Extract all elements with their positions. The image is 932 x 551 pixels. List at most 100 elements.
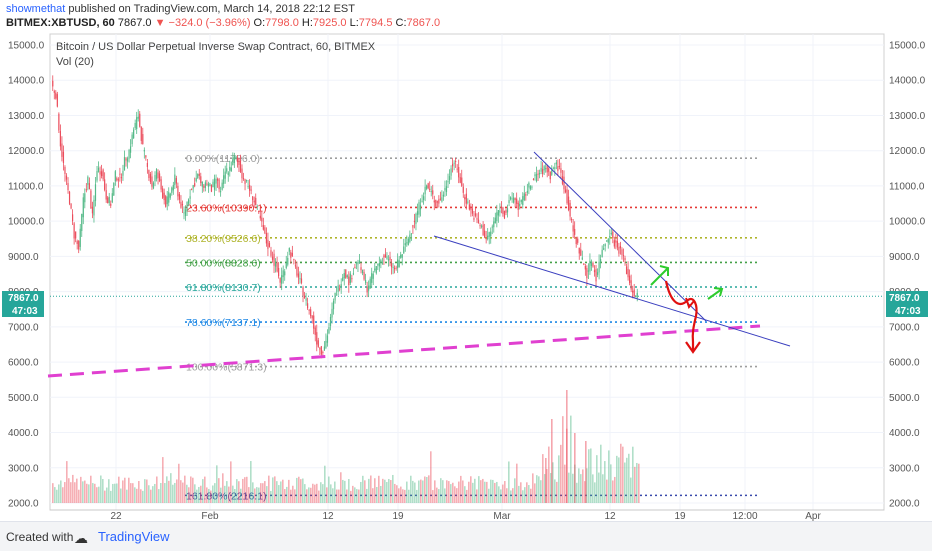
candle-body xyxy=(398,260,400,268)
candle-body xyxy=(455,161,457,163)
volume-bar xyxy=(612,480,614,503)
volume-bar xyxy=(262,483,264,503)
volume-bar xyxy=(180,480,182,503)
volume-bar xyxy=(608,450,610,503)
tradingview-brand[interactable]: TradingView xyxy=(98,529,170,544)
published-text: published on TradingView.com, March 14, … xyxy=(68,3,355,15)
volume-bar xyxy=(638,463,640,503)
volume-bar xyxy=(582,469,584,503)
candle-body xyxy=(78,240,80,250)
candle-body xyxy=(560,168,562,173)
candle-body xyxy=(616,241,618,248)
volume-bar xyxy=(540,480,542,503)
candle-body xyxy=(450,168,452,176)
volume-bar xyxy=(428,475,430,503)
candle-body xyxy=(569,202,571,217)
candle-body xyxy=(177,185,179,197)
author-name[interactable]: showmethat xyxy=(6,3,66,15)
volume-bar xyxy=(474,478,476,503)
price-chart[interactable]: 0.00%(11786.0) 23.60%(10390.1) 38.20%(9526… xyxy=(0,0,932,521)
candle-body xyxy=(152,182,155,189)
candle-body xyxy=(612,231,614,239)
candle-body xyxy=(70,203,72,209)
candle-body xyxy=(261,217,263,222)
candle-body xyxy=(346,275,348,278)
volume-bar xyxy=(452,482,454,503)
volume-bar xyxy=(102,479,104,503)
volume-bar xyxy=(250,461,252,503)
candle-body xyxy=(613,240,615,247)
volume-bar xyxy=(488,488,490,503)
volume-bar xyxy=(200,485,202,503)
candle-body xyxy=(195,177,197,182)
volume-bar xyxy=(454,486,456,503)
volume-bar xyxy=(516,463,518,503)
volume-bar xyxy=(632,446,634,503)
candle-body xyxy=(294,265,297,267)
candle-body xyxy=(314,327,316,335)
volume-bar xyxy=(594,482,596,503)
candle-body xyxy=(326,335,329,343)
volume-bar xyxy=(546,468,548,503)
candle-body xyxy=(293,259,295,261)
volume-bars xyxy=(52,390,640,503)
candle-body xyxy=(308,309,310,311)
volume-bar xyxy=(530,488,532,503)
candle-body xyxy=(206,183,208,185)
volume-bar xyxy=(222,473,224,503)
candle-body xyxy=(557,166,559,171)
volume-bar xyxy=(314,484,316,503)
candle-body xyxy=(371,273,373,283)
candle-body xyxy=(601,249,603,258)
volume-bar xyxy=(440,478,442,503)
volume-bar xyxy=(588,449,590,503)
candle-body xyxy=(412,225,414,228)
volume-bar xyxy=(352,485,354,503)
volume-bar xyxy=(122,480,124,503)
fibonacci-levels: 0.00%(11786.0) 23.60%(10390.1) 38.20%(9526… xyxy=(50,153,884,502)
candle-body xyxy=(482,224,484,235)
volume-bar xyxy=(74,482,76,503)
candle-body xyxy=(538,172,541,175)
volume-bar xyxy=(70,482,72,503)
volume-bar xyxy=(58,484,60,503)
volume-bar xyxy=(232,485,234,503)
candle-body xyxy=(192,185,194,189)
volume-bar xyxy=(140,489,142,503)
candle-body xyxy=(441,197,443,202)
volume-bar xyxy=(526,482,528,503)
candle-body xyxy=(165,196,167,207)
fib-level-label: 50.00%(8828.6) xyxy=(186,257,261,269)
price-change: −324.0 (−3.96%) xyxy=(168,17,251,29)
candle-body xyxy=(467,201,469,203)
candle-body xyxy=(216,178,219,181)
candle-body xyxy=(632,290,634,293)
candle-body xyxy=(104,179,106,190)
volume-bar xyxy=(114,483,116,503)
candle-body xyxy=(265,233,268,244)
volume-bar xyxy=(146,479,148,503)
x-tick-label: 19 xyxy=(392,511,404,521)
volume-bar xyxy=(80,476,82,503)
candle-body xyxy=(363,272,365,280)
candle-body xyxy=(624,258,626,260)
volume-bar xyxy=(386,482,388,503)
volume-bar xyxy=(586,468,588,503)
candle-body xyxy=(468,204,470,210)
volume-bar xyxy=(462,480,464,503)
candle-body xyxy=(410,233,412,235)
volume-bar xyxy=(264,481,266,503)
candle-body xyxy=(258,211,260,213)
low-label: L: xyxy=(349,17,359,29)
volume-bar xyxy=(412,480,414,503)
candle-body xyxy=(197,174,199,178)
candle-body xyxy=(94,184,97,201)
volume-bar xyxy=(556,481,558,503)
candle-body xyxy=(422,196,425,200)
candle-body xyxy=(200,176,202,184)
volume-bar xyxy=(604,461,606,503)
volume-bar xyxy=(236,479,238,503)
candle-body xyxy=(447,181,449,183)
volume-bar xyxy=(134,487,136,503)
candle-body xyxy=(429,188,431,190)
